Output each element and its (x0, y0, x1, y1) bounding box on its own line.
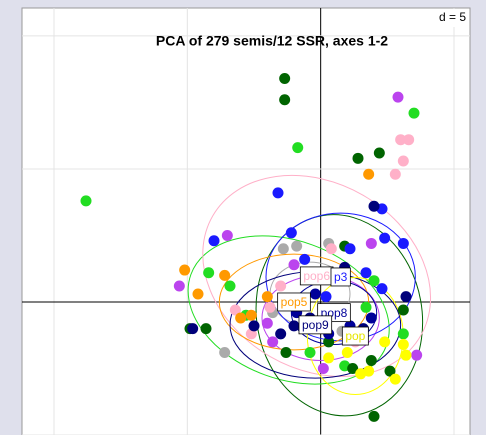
class-label-box (298, 315, 333, 335)
class-label-box (341, 326, 369, 346)
grid-label: d = 5 (439, 10, 466, 24)
point (235, 312, 247, 324)
point (317, 362, 329, 374)
point (248, 320, 260, 332)
point (384, 365, 396, 377)
point (344, 243, 356, 255)
point (304, 347, 316, 359)
point (379, 336, 391, 348)
point (288, 259, 300, 271)
point (323, 336, 335, 348)
point (360, 301, 372, 313)
point (219, 347, 231, 359)
point (400, 291, 412, 303)
point (403, 134, 415, 146)
point (392, 91, 404, 103)
class-label: pop6 (303, 269, 330, 283)
point (323, 352, 335, 364)
point (397, 155, 409, 167)
point (347, 362, 359, 374)
point (275, 280, 287, 292)
point (411, 349, 423, 361)
point (355, 368, 367, 380)
class-label: pop9 (302, 318, 329, 332)
point (288, 320, 300, 332)
point (352, 152, 364, 164)
point (376, 283, 388, 295)
point (277, 243, 289, 255)
point (285, 227, 297, 239)
point (309, 288, 321, 300)
class-label: pop (345, 329, 365, 343)
point (187, 323, 199, 335)
point (397, 237, 409, 249)
point (397, 304, 409, 316)
point (389, 373, 401, 385)
point (400, 349, 412, 361)
point (379, 232, 391, 244)
point (275, 328, 287, 340)
point (173, 280, 185, 292)
point (245, 309, 257, 321)
point (279, 94, 291, 106)
chart-title: PCA of 279 semis/12 SSR, axes 1-2 (156, 33, 388, 49)
point (261, 317, 273, 329)
point (80, 195, 92, 207)
point (280, 347, 292, 359)
point (320, 291, 332, 303)
point (267, 336, 279, 348)
point (365, 312, 377, 324)
point (299, 253, 311, 265)
point (179, 264, 191, 276)
point (341, 347, 353, 359)
point (221, 229, 233, 241)
class-label-box (330, 267, 351, 287)
point (408, 107, 420, 119)
point (292, 142, 304, 154)
point (397, 339, 409, 351)
point (203, 267, 215, 279)
point (363, 168, 375, 180)
point (192, 288, 204, 300)
point (389, 168, 401, 180)
point (360, 267, 372, 279)
point (264, 301, 276, 313)
class-label: pop5 (281, 295, 308, 309)
point (368, 275, 380, 287)
class-ellipse (202, 174, 432, 377)
point (365, 355, 377, 367)
class-ellipse (218, 253, 370, 351)
point (272, 187, 284, 199)
point (279, 73, 291, 85)
class-ellipse (265, 212, 416, 342)
point (291, 240, 303, 252)
point (365, 237, 377, 249)
point (373, 147, 385, 159)
point (208, 235, 220, 247)
point (261, 291, 273, 303)
grid-label-box (436, 9, 469, 27)
class-label: p3 (334, 270, 348, 284)
plot-area (21, 7, 471, 435)
point (219, 269, 231, 281)
point (325, 243, 337, 255)
class-label-box (277, 292, 311, 312)
point (200, 323, 212, 335)
point (395, 134, 407, 146)
point (229, 304, 241, 316)
point (368, 410, 380, 422)
point (397, 328, 409, 340)
point (368, 200, 380, 212)
point (224, 280, 236, 292)
